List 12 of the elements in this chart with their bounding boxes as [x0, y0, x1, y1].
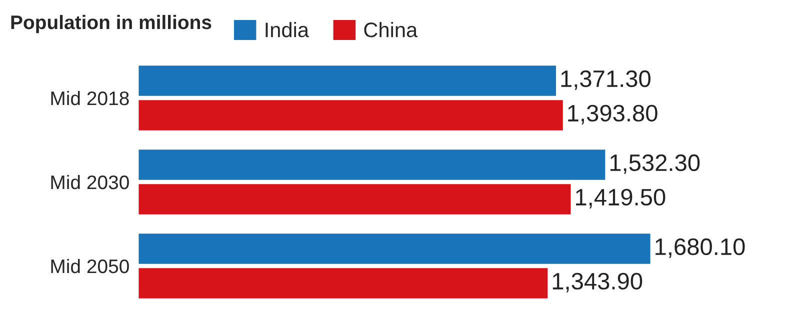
y-tick-label: Mid 2030	[51, 174, 129, 190]
y-tick-label: Mid 2018	[51, 90, 129, 106]
data-label: 1,419.50	[576, 188, 666, 208]
data-label: 1,393.80	[568, 104, 658, 124]
chart-title: Population in millions	[11, 14, 212, 34]
data-label: 1,343.90	[552, 272, 642, 292]
data-label: 1,371.30	[561, 70, 650, 90]
data-label: 1,680.10	[656, 238, 745, 258]
legend-label: China	[364, 22, 418, 38]
data-label: 1,532.30	[610, 154, 700, 174]
y-tick-label: Mid 2050	[51, 258, 129, 274]
legend-label: India	[266, 22, 310, 38]
